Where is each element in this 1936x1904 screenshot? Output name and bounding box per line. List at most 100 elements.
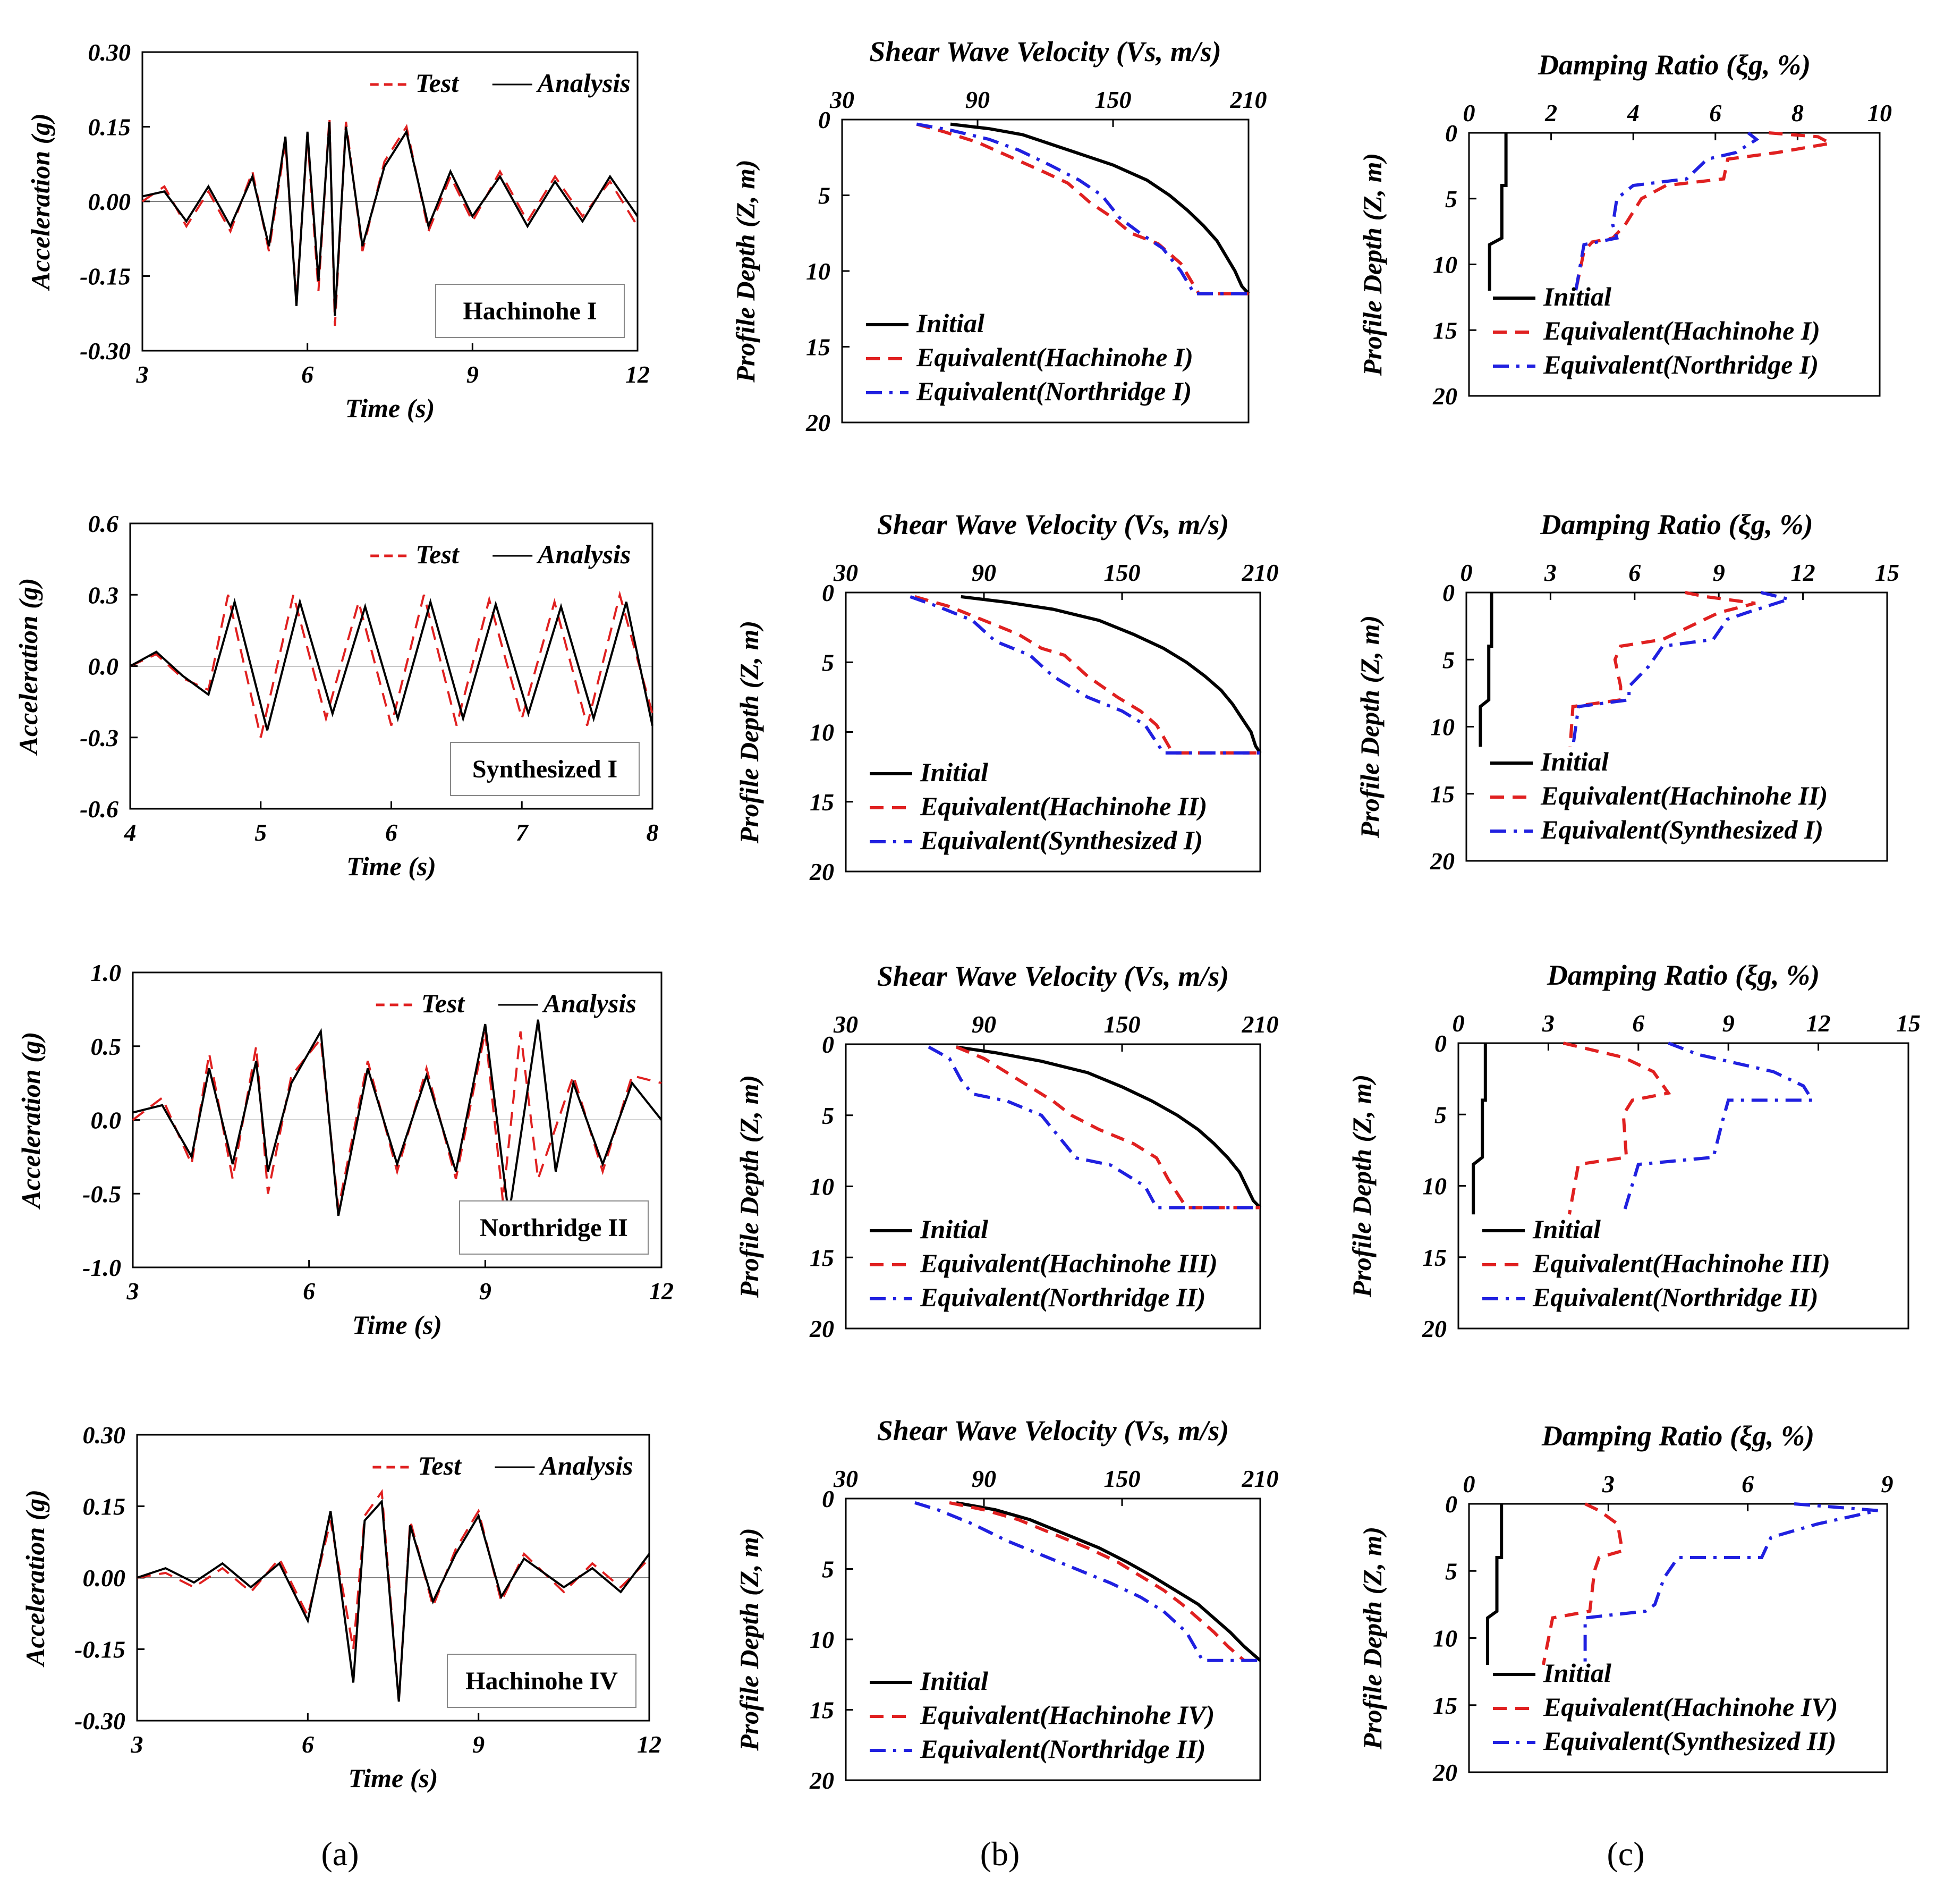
x-tick-label: 7 xyxy=(516,819,529,846)
y-tick-label: 5 xyxy=(822,1556,834,1583)
series-line-1 xyxy=(137,1499,650,1702)
legend-label: Test xyxy=(418,1451,462,1480)
y-tick-label: 5 xyxy=(1442,646,1455,673)
x-tick-label: 5 xyxy=(254,819,267,846)
x-tick-label: 150 xyxy=(1104,1011,1141,1038)
x-tick-label: 15 xyxy=(1875,559,1899,586)
y-tick-label: 20 xyxy=(1432,1759,1457,1786)
series-line-2 xyxy=(1571,591,1795,747)
legend-label: Test xyxy=(415,68,460,98)
x-tick-label: 0 xyxy=(1463,99,1475,126)
series-line-2 xyxy=(910,595,1260,755)
x-tick-label: 210 xyxy=(1242,1465,1279,1492)
panel-label-c: (c) xyxy=(1607,1835,1644,1873)
x-tick-label: 210 xyxy=(1242,559,1279,586)
y-tick-label: 5 xyxy=(822,649,834,676)
y-tick-label: -0.3 xyxy=(80,724,118,751)
y-axis-label: Acceleration (g) xyxy=(26,113,55,291)
x-axis-label: Time (s) xyxy=(345,393,435,423)
x-tick-label: 3 xyxy=(131,1731,143,1758)
y-tick-label: 0.30 xyxy=(83,1421,126,1449)
x-tick-label: 3 xyxy=(1542,1010,1555,1037)
legend-label: Initial xyxy=(1532,1214,1601,1244)
x-tick-label: 210 xyxy=(1230,86,1267,113)
x-tick-label: 8 xyxy=(1791,99,1804,126)
legend-label: Initial xyxy=(1540,747,1609,776)
series-line-1 xyxy=(1574,131,1836,291)
y-tick-label: 20 xyxy=(1430,848,1455,875)
x-tick-label: 9 xyxy=(472,1731,485,1758)
y-tick-label: 10 xyxy=(810,1626,834,1653)
chart-a1: 3 6 9 12 -0.30 -0.15 0.00 0.15 0.30 Time (s) Accel… xyxy=(26,39,650,423)
y-axis-label: Acceleration (g) xyxy=(16,1032,46,1210)
x-tick-label: 9 xyxy=(1881,1470,1893,1497)
event-label: Hachinohe I xyxy=(463,297,597,325)
y-tick-label: 20 xyxy=(809,1767,834,1794)
y-tick-label: 0.5 xyxy=(91,1033,122,1060)
chart-c4: 0 3 6 9 0 5 10 15 20 Damping Ratio (ξg, %) Profile… xyxy=(1357,1420,1893,1786)
y-tick-label: -0.15 xyxy=(80,263,131,290)
legend-label: Equivalent(Hachinohe II) xyxy=(1540,781,1828,810)
x-axis-label: Time (s) xyxy=(349,1763,438,1793)
legend-label: Equivalent(Hachinohe I) xyxy=(916,342,1193,372)
y-tick-label: 0.0 xyxy=(88,653,119,680)
legend-label: Equivalent(Synthesized I) xyxy=(1540,815,1823,844)
y-tick-label: 10 xyxy=(1433,1625,1457,1652)
y-tick-label: 0.6 xyxy=(88,510,119,537)
x-tick-label: 9 xyxy=(466,361,479,388)
series-line-0 xyxy=(956,1501,1261,1662)
y-tick-label: 0 xyxy=(1445,1491,1457,1518)
y-tick-label: 10 xyxy=(1433,251,1457,278)
y-tick-label: 0.3 xyxy=(88,581,119,608)
panel-label-b: (b) xyxy=(980,1835,1020,1873)
legend-label: Equivalent(Northridge II) xyxy=(920,1282,1206,1312)
y-tick-label: 10 xyxy=(1430,714,1455,741)
y-tick-label: 0.15 xyxy=(88,114,131,141)
series-line-0 xyxy=(1488,133,1508,291)
y-axis-label: Acceleration (g) xyxy=(20,1490,50,1668)
x-tick-label: 12 xyxy=(637,1731,661,1758)
y-tick-label: 0 xyxy=(818,106,830,133)
event-label: Synthesized I xyxy=(472,755,617,783)
series-line-1 xyxy=(130,597,653,731)
y-tick-label: 0.15 xyxy=(83,1493,126,1520)
x-tick-label: 12 xyxy=(1791,559,1815,586)
y-tick-label: 20 xyxy=(809,858,834,885)
chart-b2: 30 90 150 210 0 5 10 15 20 Shear Wave Velocity (V… xyxy=(734,509,1279,885)
y-axis-label: Profile Depth (Z, m) xyxy=(1357,1527,1387,1750)
chart-title: Shear Wave Velocity (Vs, m/s) xyxy=(877,509,1229,540)
panel-label-a: (a) xyxy=(321,1835,359,1873)
y-axis-label: Profile Depth (Z, m) xyxy=(734,621,764,844)
x-tick-label: 90 xyxy=(972,1011,996,1038)
x-tick-label: 10 xyxy=(1867,99,1892,126)
y-tick-label: 15 xyxy=(810,1697,834,1724)
legend-label: Test xyxy=(421,988,466,1018)
legend-label: Initial xyxy=(916,308,984,338)
x-tick-label: 6 xyxy=(385,819,397,846)
y-axis-label: Profile Depth (Z, m) xyxy=(1355,615,1385,839)
legend-label: Equivalent(Northridge II) xyxy=(1532,1282,1819,1312)
y-tick-label: 5 xyxy=(818,182,830,209)
chart-title: Shear Wave Velocity (Vs, m/s) xyxy=(869,36,1221,67)
y-tick-label: 1.0 xyxy=(91,959,122,986)
x-tick-label: 30 xyxy=(833,559,858,586)
event-label-box xyxy=(450,742,640,796)
x-tick-label: 0 xyxy=(1453,1010,1465,1037)
legend-label: Analysis xyxy=(538,1451,633,1480)
series-line-1 xyxy=(1563,1042,1671,1215)
x-tick-label: 0 xyxy=(1463,1470,1475,1497)
x-tick-label: 6 xyxy=(1632,1010,1644,1037)
y-tick-label: 5 xyxy=(1434,1101,1447,1128)
y-tick-label: 5 xyxy=(1445,1558,1457,1585)
y-tick-label: 0 xyxy=(1445,120,1457,147)
x-tick-label: 12 xyxy=(649,1277,674,1305)
legend-label: Equivalent(Northridge I) xyxy=(916,376,1192,406)
legend-label: Initial xyxy=(920,1666,988,1696)
x-tick-label: 15 xyxy=(1896,1010,1921,1037)
y-tick-label: 15 xyxy=(1433,317,1457,344)
chart-title: Shear Wave Velocity (Vs, m/s) xyxy=(877,1415,1229,1446)
y-axis-label: Profile Depth (Z, m) xyxy=(734,1528,764,1751)
y-tick-label: 5 xyxy=(1445,185,1457,213)
